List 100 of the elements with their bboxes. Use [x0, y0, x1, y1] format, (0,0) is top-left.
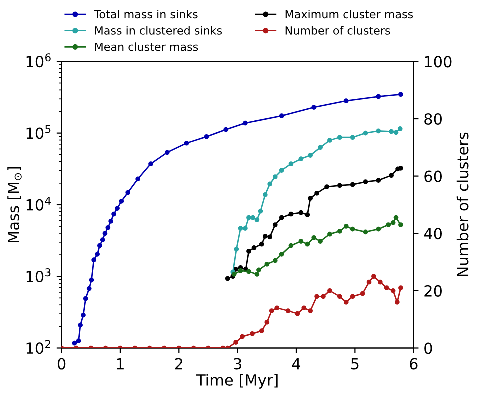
point	[398, 166, 404, 171]
point	[350, 135, 356, 140]
point	[363, 230, 368, 235]
point	[246, 215, 252, 220]
point	[376, 226, 382, 232]
point	[350, 226, 356, 232]
y2-tick-label: 20	[424, 285, 442, 297]
point	[136, 176, 141, 182]
point	[112, 212, 116, 217]
x-tick-label: 4	[292, 358, 301, 370]
x-tick-label: 6	[410, 358, 418, 370]
point	[389, 173, 394, 178]
point	[279, 252, 284, 257]
point	[390, 220, 396, 226]
point	[232, 272, 237, 277]
point	[318, 145, 323, 150]
point	[164, 150, 170, 156]
point	[256, 268, 262, 273]
point	[394, 130, 399, 136]
point	[312, 235, 317, 240]
point	[81, 312, 86, 318]
point	[328, 232, 332, 237]
point	[328, 138, 332, 143]
point	[344, 224, 349, 229]
point	[92, 258, 96, 263]
point	[268, 234, 273, 240]
y-tick-label: 10$^{6}$	[26, 54, 51, 68]
point	[102, 231, 108, 236]
point	[246, 249, 252, 254]
point	[258, 208, 264, 214]
point	[238, 268, 244, 274]
point	[83, 296, 88, 302]
y-tick-label: 10$^{3}$	[26, 268, 51, 283]
point	[272, 222, 278, 228]
x-tick-label: 0	[58, 358, 66, 370]
legend-label: Number of clusters	[286, 26, 390, 35]
point	[243, 120, 248, 126]
point	[238, 226, 244, 232]
point	[279, 168, 284, 174]
point	[344, 98, 349, 104]
point	[254, 218, 260, 222]
point	[318, 239, 323, 244]
legend-label: Mass in clustered sinks	[95, 26, 222, 35]
x-tick-label: 3	[234, 358, 242, 370]
x-tick-label: 5	[351, 358, 359, 370]
point	[89, 278, 94, 283]
point	[298, 210, 304, 216]
point	[262, 192, 268, 198]
point	[224, 127, 229, 132]
point	[398, 222, 404, 228]
point	[279, 215, 284, 220]
point	[288, 162, 294, 167]
point	[234, 266, 238, 272]
point	[254, 272, 260, 277]
point	[119, 199, 124, 204]
point	[305, 212, 310, 218]
y-tick-label: 10$^{5}$	[26, 125, 51, 140]
point	[350, 182, 356, 188]
y2-tick-label: 100	[425, 56, 452, 68]
point	[279, 114, 284, 119]
point	[314, 190, 320, 196]
point	[252, 246, 257, 250]
point	[363, 180, 368, 184]
point	[376, 178, 382, 184]
y-tick-label: 10$^{2}$	[26, 340, 50, 354]
point	[98, 243, 102, 248]
point	[305, 242, 310, 247]
point	[262, 234, 268, 239]
point	[272, 258, 278, 264]
point	[298, 239, 304, 244]
x-tick-label: 2	[175, 358, 182, 370]
point	[259, 242, 264, 247]
y2-tick-label: 60	[424, 170, 442, 182]
point	[234, 246, 240, 252]
point	[115, 206, 120, 211]
point	[250, 215, 256, 220]
point	[126, 190, 131, 196]
x-tick-label: 1	[117, 358, 124, 370]
legend-label: Maximum cluster mass	[286, 10, 414, 19]
y-axis-title: Mass [M$_{⊙}$]	[8, 167, 22, 243]
point	[394, 215, 399, 220]
point	[86, 286, 92, 292]
point	[386, 222, 392, 228]
point	[312, 105, 317, 110]
legend-label: Total mass in sinks	[94, 10, 198, 19]
legend-label: Mean cluster mass	[95, 42, 198, 52]
point	[148, 162, 154, 167]
point	[184, 140, 190, 146]
y2-tick-label: 80	[424, 113, 442, 126]
y2-axis-title: Number of clusters	[456, 132, 469, 276]
point	[398, 126, 403, 132]
point	[76, 338, 82, 344]
y-tick-label: 10$^{4}$	[26, 197, 51, 211]
point	[95, 252, 100, 257]
point	[108, 219, 114, 224]
point	[376, 128, 382, 134]
point	[106, 225, 111, 230]
point	[204, 134, 210, 140]
point	[308, 196, 314, 201]
point	[324, 184, 330, 190]
